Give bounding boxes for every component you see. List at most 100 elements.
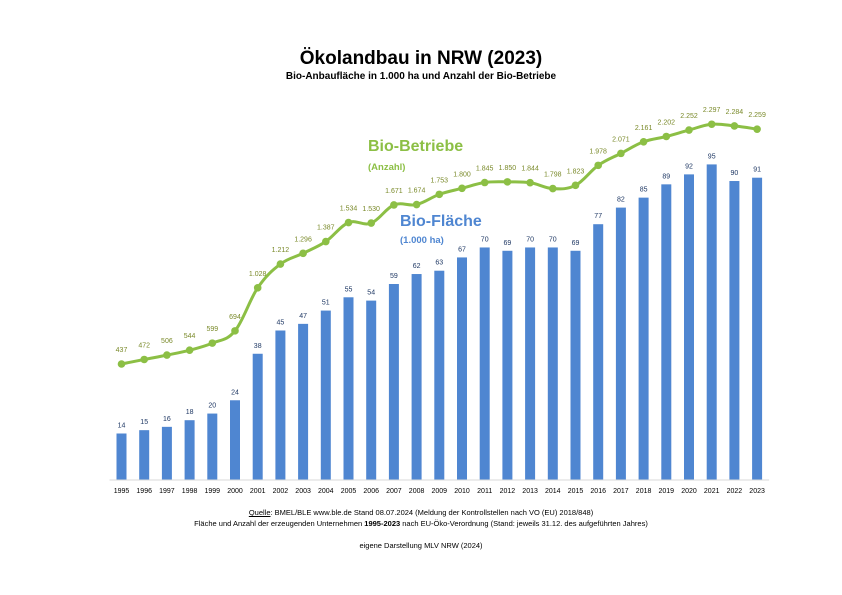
source-note: Quelle: BMEL/BLE www.ble.de Stand 08.07.… bbox=[0, 508, 842, 517]
betriebe-label-2019: 2.202 bbox=[658, 119, 676, 126]
bar-label-2013: 70 bbox=[526, 236, 534, 243]
x-tick-2013: 2013 bbox=[522, 488, 538, 495]
betriebe-point-2010 bbox=[458, 184, 466, 193]
bar-2021 bbox=[706, 164, 717, 480]
bar-2004 bbox=[320, 310, 331, 480]
x-tick-2015: 2015 bbox=[568, 488, 584, 495]
x-tick-2021: 2021 bbox=[704, 488, 720, 495]
betriebe-point-2009 bbox=[435, 190, 444, 199]
x-tick-2004: 2004 bbox=[318, 488, 334, 495]
flaeche-series-label: Bio-Fläche bbox=[400, 213, 482, 230]
bar-label-2001: 38 bbox=[254, 343, 262, 350]
source-text: : BMEL/BLE www.ble.de Stand 08.07.2024 (… bbox=[270, 508, 594, 517]
bar-2000 bbox=[230, 400, 240, 480]
betriebe-point-2019 bbox=[662, 132, 671, 141]
x-tick-2002: 2002 bbox=[273, 488, 289, 495]
x-tick-2012: 2012 bbox=[500, 488, 516, 495]
betriebe-label-2009: 1.753 bbox=[431, 177, 449, 184]
x-tick-2010: 2010 bbox=[454, 488, 470, 495]
method-note-post: nach EU-Öko-Verordnung (Stand: jeweils 3… bbox=[400, 519, 648, 528]
betriebe-label-2015: 1.823 bbox=[567, 168, 585, 175]
betriebe-label-2018: 2.161 bbox=[635, 125, 653, 132]
betriebe-label-2012: 1.850 bbox=[499, 165, 517, 172]
bar-label-2005: 55 bbox=[345, 286, 353, 293]
bar-2015 bbox=[570, 250, 581, 480]
bar-label-2021: 95 bbox=[708, 153, 716, 160]
bar-2012 bbox=[502, 250, 513, 480]
betriebe-point-2002 bbox=[276, 260, 285, 268]
x-tick-2014: 2014 bbox=[545, 488, 561, 495]
betriebe-label-2021: 2.297 bbox=[703, 107, 721, 114]
betriebe-point-2008 bbox=[412, 200, 421, 209]
bar-2018 bbox=[638, 197, 649, 480]
betriebe-label-2001: 1.028 bbox=[249, 271, 267, 278]
x-tick-1998: 1998 bbox=[182, 488, 198, 495]
bar-label-1997: 16 bbox=[163, 416, 171, 423]
x-tick-2001: 2001 bbox=[250, 488, 266, 495]
betriebe-point-1999 bbox=[208, 339, 217, 347]
betriebe-point-2012 bbox=[503, 178, 512, 186]
bar-2023 bbox=[752, 177, 763, 480]
x-tick-1997: 1997 bbox=[159, 488, 175, 495]
chart-title: Ökolandbau in NRW (2023) bbox=[299, 48, 543, 69]
x-tick-2017: 2017 bbox=[613, 488, 629, 495]
betriebe-point-2001 bbox=[253, 284, 262, 292]
bar-1997 bbox=[161, 426, 172, 480]
bar-label-2006: 54 bbox=[367, 290, 375, 297]
betriebe-point-2000 bbox=[231, 327, 239, 335]
bar-label-1995: 14 bbox=[118, 422, 126, 429]
betriebe-label-2022: 2.284 bbox=[726, 109, 744, 116]
x-tick-2011: 2011 bbox=[477, 488, 492, 495]
bar-2005 bbox=[343, 297, 354, 480]
betriebe-point-1995 bbox=[117, 360, 126, 368]
bar-2013 bbox=[525, 247, 536, 480]
x-tick-2008: 2008 bbox=[409, 488, 425, 495]
bar-2020 bbox=[684, 174, 694, 480]
betriebe-point-2013 bbox=[526, 178, 534, 187]
x-tick-2020: 2020 bbox=[681, 488, 697, 495]
betriebe-label-2007: 1.671 bbox=[385, 188, 403, 195]
bar-label-1996: 15 bbox=[140, 419, 148, 426]
betriebe-label-2011: 1.845 bbox=[476, 166, 494, 173]
betriebe-point-2005 bbox=[344, 218, 353, 227]
bar-label-2010: 67 bbox=[458, 246, 466, 253]
bar-label-2008: 62 bbox=[413, 263, 421, 270]
betriebe-point-2020 bbox=[685, 126, 693, 134]
bar-1999 bbox=[207, 413, 218, 480]
betriebe-point-2006 bbox=[367, 219, 376, 227]
betriebe-label-2004: 1.387 bbox=[317, 225, 335, 232]
bar-2003 bbox=[298, 323, 309, 480]
bar-2009 bbox=[434, 270, 445, 480]
bar-2008 bbox=[411, 274, 422, 480]
bar-label-2017: 82 bbox=[617, 197, 625, 204]
betriebe-label-1995: 437 bbox=[116, 347, 128, 354]
betriebe-point-2023 bbox=[753, 125, 761, 133]
betriebe-label-2008: 1.674 bbox=[408, 188, 426, 195]
betriebe-point-2004 bbox=[322, 237, 330, 246]
x-tick-1995: 1995 bbox=[114, 488, 130, 495]
x-tick-2016: 2016 bbox=[590, 488, 606, 495]
bar-2011 bbox=[479, 247, 490, 480]
x-tick-1996: 1996 bbox=[136, 488, 152, 495]
bar-label-2015: 69 bbox=[572, 240, 580, 247]
bar-label-2023: 91 bbox=[753, 167, 761, 174]
betriebe-label-2002: 1.212 bbox=[272, 247, 290, 254]
betriebe-point-2018 bbox=[639, 137, 648, 146]
betriebe-label-2013: 1.844 bbox=[521, 166, 539, 173]
betriebe-label-2017: 2.071 bbox=[612, 136, 630, 143]
x-tick-2003: 2003 bbox=[295, 488, 311, 495]
betriebe-label-2010: 1.800 bbox=[453, 171, 471, 178]
bar-label-2000: 24 bbox=[231, 389, 239, 396]
x-tick-2019: 2019 bbox=[659, 488, 675, 495]
bar-label-2020: 92 bbox=[685, 163, 693, 170]
bar-label-2011: 70 bbox=[481, 236, 489, 243]
credit-note: eigene Darstellung MLV NRW (2024) bbox=[359, 541, 483, 550]
bar-2002 bbox=[275, 330, 286, 480]
betriebe-label-1996: 472 bbox=[138, 342, 150, 349]
method-note: Fläche und Anzahl der erzeugenden Untern… bbox=[0, 519, 842, 528]
betriebe-label-2023: 2.259 bbox=[748, 112, 766, 119]
bar-label-2014: 70 bbox=[549, 236, 557, 243]
method-note-years: 1995-2023 bbox=[364, 519, 401, 528]
x-tick-2009: 2009 bbox=[432, 488, 448, 495]
